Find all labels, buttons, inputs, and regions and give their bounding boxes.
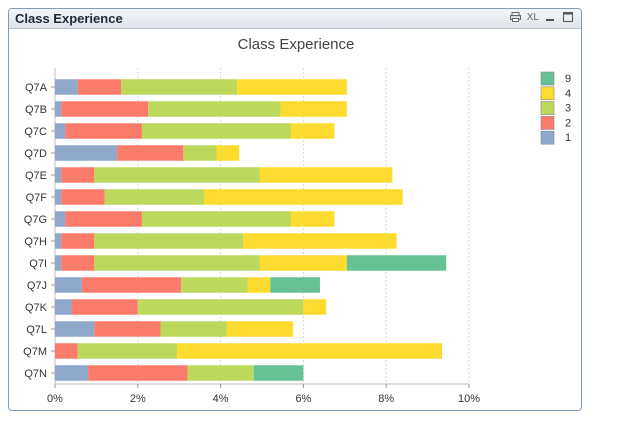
- bar-segment-q7b-2: [61, 101, 149, 117]
- bar-segment-q7m-4: [177, 343, 443, 359]
- bar-segment-q7g-3: [141, 211, 291, 227]
- legend-label: 2: [565, 117, 571, 129]
- bar-segment-q7d-2: [117, 145, 184, 161]
- x-tick-label: 0%: [47, 393, 63, 405]
- stacked-bar-chart: Class Experience Q7A Q7B Q7C Q7D Q7E Q7F Q7G Q7…: [23, 36, 571, 405]
- bar-segment-q7i-4: [259, 255, 347, 271]
- legend-swatch: [540, 101, 555, 115]
- bar-segment-q7f-1: [55, 189, 62, 205]
- bar-segment-q7g-2: [65, 211, 142, 227]
- bar-segment-q7m-2: [55, 343, 78, 359]
- maximize-icon[interactable]: [561, 10, 575, 24]
- bar-segment-q7i-1: [55, 255, 62, 271]
- bar-segment-q7c-2: [65, 123, 142, 139]
- export-excel-button[interactable]: XL: [526, 11, 539, 23]
- bar-segment-q7j-2: [81, 277, 182, 293]
- bar-segment-q7b-4: [280, 101, 347, 117]
- bar-segment-q7g-4: [290, 211, 335, 227]
- bar-segment-q7d-1: [55, 145, 118, 161]
- bar-segment-q7h-2: [61, 233, 95, 249]
- bar-segment-q7d-4: [216, 145, 240, 161]
- window-title: Class Experience: [15, 11, 123, 26]
- bar-segment-q7n-9: [253, 365, 304, 381]
- legend-swatch: [540, 86, 555, 101]
- bar-segment-q7l-3: [160, 321, 227, 337]
- bar-segment-q7i-3: [94, 255, 260, 271]
- y-tick-label: Q7F: [26, 192, 48, 204]
- bar-segment-q7h-1: [55, 233, 62, 249]
- y-tick-label: Q7E: [25, 170, 47, 182]
- bar-segment-q7j-3: [181, 277, 248, 293]
- bar-segment-q7b-3: [148, 101, 281, 117]
- bar-segment-q7f-2: [61, 189, 105, 205]
- chart-window: Class Experience XL Class Experience Q7A…: [8, 8, 582, 411]
- bar-segment-q7a-3: [121, 79, 238, 95]
- bar-segment-q7j-4: [247, 277, 271, 293]
- print-icon[interactable]: [509, 10, 523, 24]
- bar-segment-q7g-1: [55, 211, 66, 227]
- bar-segment-q7n-2: [88, 365, 188, 381]
- legend-label: 3: [565, 103, 571, 115]
- x-tick-label: 8%: [378, 393, 394, 405]
- legend-label: 9: [565, 73, 571, 85]
- x-tick-label: 4%: [213, 393, 229, 405]
- bar-segment-q7l-2: [94, 321, 161, 337]
- legend-label: 1: [565, 132, 571, 144]
- bar-segment-q7e-4: [259, 167, 393, 183]
- y-tick-label: Q7A: [25, 82, 48, 94]
- minimize-icon[interactable]: [543, 10, 557, 24]
- legend-label: 4: [565, 88, 571, 100]
- bar-segment-q7e-1: [55, 167, 62, 183]
- y-tick-label: Q7C: [24, 126, 47, 138]
- y-tick-label: Q7K: [25, 302, 48, 314]
- chart-title: Class Experience: [238, 36, 355, 53]
- y-tick-label: Q7G: [24, 214, 47, 226]
- bar-segment-q7e-2: [61, 167, 95, 183]
- bar-segment-q7m-3: [77, 343, 178, 359]
- bar-segment-q7h-4: [243, 233, 397, 249]
- legend-swatch: [540, 130, 555, 145]
- bar-segment-q7h-3: [94, 233, 244, 249]
- legend-swatch: [540, 71, 555, 86]
- bar-segment-q7e-3: [94, 167, 260, 183]
- bar-segment-q7j-9: [270, 277, 320, 293]
- bar-segment-q7k-4: [303, 299, 327, 315]
- bar-segment-q7a-2: [77, 79, 122, 95]
- window-titlebar: Class Experience XL: [9, 9, 581, 29]
- bar-segment-q7j-1: [55, 277, 82, 293]
- y-tick-label: Q7L: [26, 324, 47, 336]
- y-tick-label: Q7J: [27, 280, 47, 292]
- bar-segment-q7i-2: [61, 255, 95, 271]
- x-tick-label: 2%: [130, 393, 146, 405]
- legend-swatch: [540, 116, 555, 130]
- bar-segment-q7f-4: [204, 189, 403, 205]
- bar-segment-q7l-4: [226, 321, 294, 337]
- bar-segment-q7f-3: [104, 189, 205, 205]
- bar-segment-q7k-1: [55, 299, 72, 315]
- y-tick-label: Q7D: [24, 148, 47, 160]
- bar-segment-q7l-1: [55, 321, 95, 337]
- y-tick-label: Q7M: [23, 346, 47, 358]
- y-tick-label: Q7N: [24, 368, 47, 380]
- bar-segment-q7b-1: [55, 101, 62, 117]
- bar-segment-q7c-4: [290, 123, 335, 139]
- bar-segment-q7n-3: [187, 365, 254, 381]
- bar-segment-q7n-1: [55, 365, 89, 381]
- x-tick-label: 6%: [295, 393, 311, 405]
- window-controls: XL: [509, 10, 575, 24]
- bar-segment-q7c-1: [55, 123, 66, 139]
- y-tick-label: Q7B: [25, 104, 47, 116]
- y-tick-label: Q7I: [29, 258, 47, 270]
- y-tick-label: Q7H: [24, 236, 47, 248]
- bar-segment-q7d-3: [183, 145, 217, 161]
- bar-segment-q7a-4: [237, 79, 347, 95]
- bar-segment-q7c-3: [141, 123, 291, 139]
- bar-segment-q7i-9: [346, 255, 447, 271]
- bar-segment-q7k-3: [137, 299, 304, 315]
- bar-segment-q7k-2: [71, 299, 138, 315]
- x-tick-label: 10%: [458, 393, 480, 405]
- bar-segment-q7a-1: [55, 79, 78, 95]
